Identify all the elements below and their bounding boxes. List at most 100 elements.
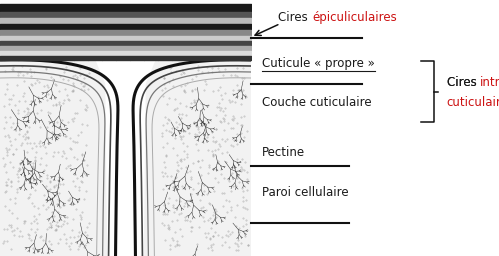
- Point: [178, 121, 186, 125]
- Point: [18, 64, 26, 68]
- Point: [5, 97, 13, 101]
- Point: [186, 219, 194, 223]
- Point: [41, 163, 49, 167]
- Point: [53, 202, 61, 207]
- Point: [76, 214, 84, 218]
- Point: [235, 226, 243, 230]
- Point: [20, 219, 28, 223]
- Point: [1, 134, 9, 138]
- Point: [205, 165, 213, 169]
- Point: [82, 143, 90, 147]
- Point: [164, 201, 172, 205]
- Point: [238, 76, 246, 80]
- Point: [20, 219, 28, 223]
- Point: [24, 232, 32, 236]
- Point: [243, 188, 251, 193]
- Point: [7, 179, 15, 183]
- Point: [73, 176, 81, 180]
- Point: [43, 85, 51, 89]
- Point: [9, 165, 17, 169]
- Point: [23, 112, 31, 116]
- Point: [80, 245, 88, 249]
- Point: [205, 201, 213, 206]
- Point: [181, 71, 189, 75]
- Point: [22, 135, 30, 139]
- Point: [200, 189, 208, 193]
- Point: [2, 170, 10, 174]
- Point: [59, 101, 67, 105]
- Point: [50, 184, 58, 188]
- Point: [161, 115, 169, 119]
- Point: [36, 156, 44, 160]
- Point: [188, 175, 196, 179]
- Point: [3, 148, 11, 153]
- Point: [183, 218, 191, 222]
- Point: [50, 150, 58, 154]
- Point: [54, 224, 62, 228]
- Point: [46, 111, 54, 115]
- Point: [45, 246, 53, 250]
- Point: [221, 67, 229, 71]
- Point: [7, 223, 15, 227]
- Point: [201, 231, 209, 235]
- Point: [202, 82, 210, 87]
- Point: [197, 173, 205, 177]
- Point: [68, 202, 76, 206]
- Point: [202, 208, 210, 212]
- Point: [53, 133, 61, 137]
- Point: [73, 77, 81, 81]
- Point: [160, 160, 168, 164]
- Point: [244, 179, 251, 183]
- Point: [82, 173, 90, 177]
- Point: [54, 241, 62, 245]
- Point: [232, 138, 240, 142]
- Point: [23, 106, 31, 110]
- Point: [52, 102, 60, 106]
- Point: [158, 221, 166, 225]
- Point: [29, 161, 37, 165]
- Text: Pectine: Pectine: [262, 146, 305, 159]
- Point: [229, 184, 237, 188]
- Point: [83, 105, 91, 109]
- Point: [83, 225, 91, 229]
- Point: [84, 71, 92, 75]
- Point: [71, 73, 79, 77]
- Point: [24, 233, 32, 237]
- Point: [44, 188, 52, 192]
- Point: [188, 89, 196, 93]
- Point: [185, 131, 193, 135]
- Point: [32, 144, 40, 148]
- Point: [204, 231, 212, 235]
- Point: [176, 227, 184, 231]
- Point: [9, 152, 17, 156]
- Point: [243, 207, 250, 211]
- Point: [44, 141, 52, 145]
- Point: [168, 126, 176, 130]
- Point: [219, 109, 227, 113]
- Point: [244, 243, 252, 248]
- Point: [28, 146, 36, 150]
- Point: [12, 190, 20, 194]
- Point: [80, 158, 88, 162]
- Point: [181, 201, 189, 205]
- Point: [193, 98, 201, 102]
- Point: [40, 84, 48, 88]
- Point: [17, 143, 25, 147]
- Point: [169, 203, 177, 207]
- Point: [221, 240, 229, 244]
- Point: [46, 180, 54, 184]
- Point: [208, 70, 216, 74]
- Point: [1, 120, 9, 124]
- Point: [170, 238, 178, 242]
- Point: [218, 97, 226, 101]
- Point: [53, 120, 61, 124]
- Point: [75, 230, 83, 234]
- Point: [159, 174, 167, 178]
- Point: [212, 215, 220, 219]
- Point: [243, 129, 250, 133]
- Point: [185, 124, 193, 129]
- Point: [201, 183, 209, 187]
- Point: [174, 163, 182, 167]
- Point: [219, 151, 227, 155]
- Point: [214, 233, 222, 237]
